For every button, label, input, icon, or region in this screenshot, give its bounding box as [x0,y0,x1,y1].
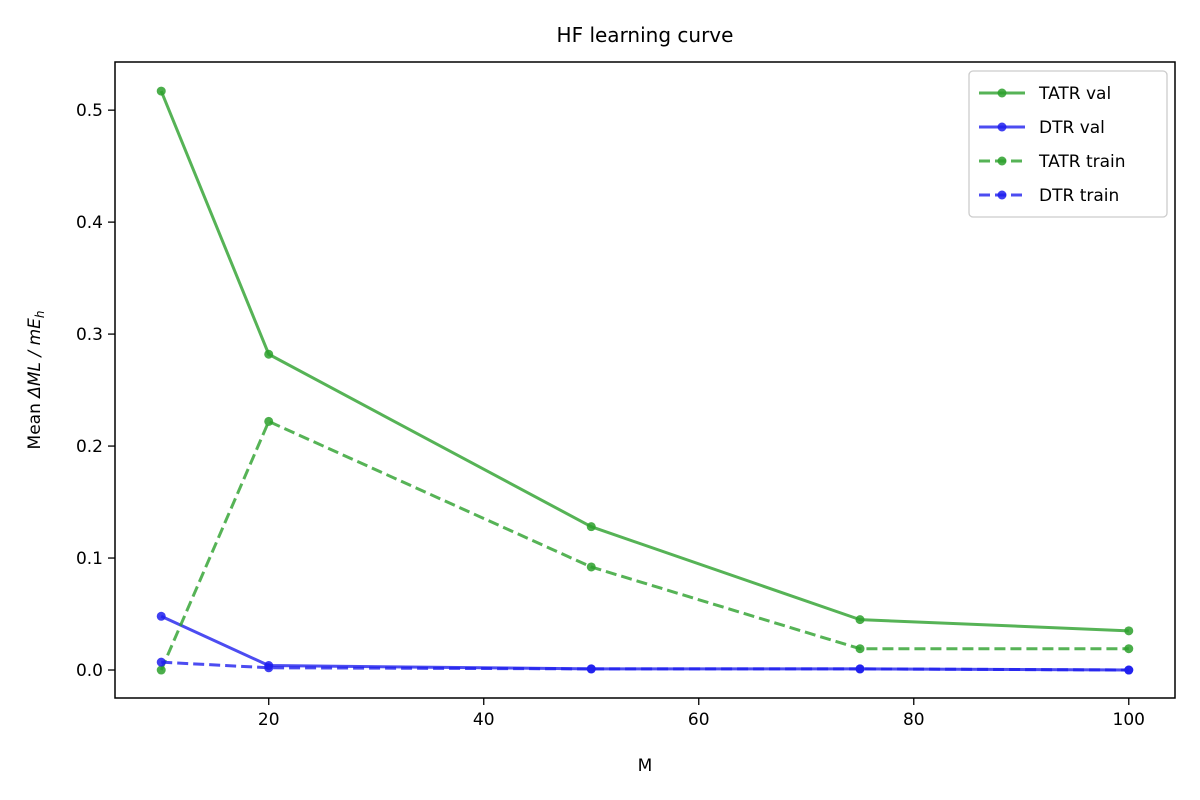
data-point [1124,644,1134,654]
legend-marker [997,190,1007,200]
plot-area [156,86,1134,675]
series-2 [156,416,1134,675]
legend-marker [997,122,1007,132]
data-point [586,562,596,572]
series-3 [156,657,1134,675]
data-point [156,657,166,667]
series-0 [156,86,1134,636]
series-line [161,660,1129,672]
y-axis-title-math: ΔML / mE [25,318,45,400]
legend-item: TATR train [979,152,1126,172]
legend-label: TATR train [1038,152,1126,172]
legend-item: TATR val [979,84,1111,104]
data-point [1124,665,1134,675]
y-tick-label: 0.1 [76,549,103,569]
axes-frame [114,61,1176,699]
chart-title: HF learning curve [557,23,734,47]
data-point [264,663,274,673]
data-point [586,522,596,532]
legend-label: TATR val [1038,84,1111,104]
legend-label: DTR val [1039,118,1105,138]
x-tick-label: 80 [903,710,925,730]
y-tick-label: 0.0 [76,661,103,681]
data-point [156,86,166,96]
data-point [855,644,865,654]
data-point [586,664,596,674]
data-point [264,349,274,359]
data-point [1124,626,1134,636]
series-1 [156,611,1134,675]
x-tick-label: 20 [258,710,280,730]
data-point [855,615,865,625]
data-point [156,665,166,675]
legend-box [968,70,1168,218]
x-tick-label: 40 [473,710,495,730]
legend-marker [997,156,1007,166]
x-tick-label: 60 [688,710,710,730]
legend-label: DTR train [1039,186,1119,206]
x-tick-label: 100 [1113,710,1145,730]
x-axis-title: M [638,756,653,776]
legend-item: DTR val [979,118,1105,138]
legend-item: DTR train [979,186,1119,206]
data-point [264,416,274,426]
y-axis-title: Mean ΔML / mEh [25,311,47,450]
y-axis-title-sub: h [33,311,47,319]
y-tick-label: 0.4 [76,213,103,233]
y-axis-title-prefix: Mean [25,398,45,450]
legend-marker [997,88,1007,98]
y-tick-label: 0.5 [76,101,103,121]
legend: TATR val DTR val TATR train DTR train [968,70,1168,218]
y-tick-label: 0.3 [76,325,103,345]
data-point [156,611,166,621]
axes: 20 40 60 80 100 0.0 0.1 0.2 0.3 0.4 0.5 [76,61,1176,730]
y-tick-label: 0.2 [76,437,103,457]
data-point [855,664,865,674]
